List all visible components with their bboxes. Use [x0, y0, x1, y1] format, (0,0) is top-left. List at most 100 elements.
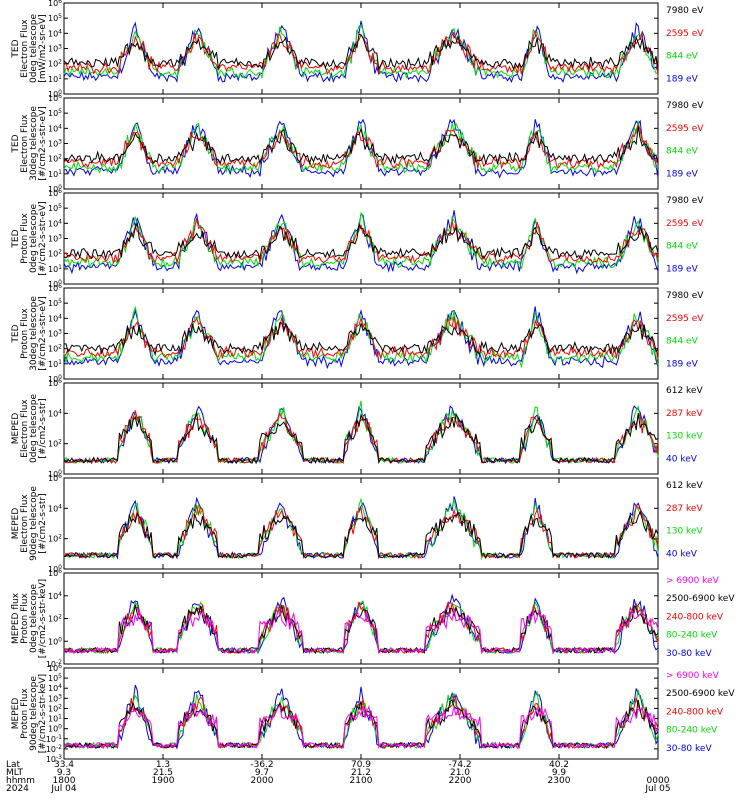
- flux-trace: [63, 212, 659, 270]
- y-tick-label: 102: [48, 154, 62, 164]
- legend-entry: 189 eV: [666, 264, 699, 274]
- y-tick-label: 102: [48, 534, 62, 544]
- y-tick-label: 104: [48, 28, 62, 38]
- y-tick-label: 100: [48, 469, 62, 479]
- plot-frame: [63, 287, 659, 380]
- y-tick-label: 100: [48, 89, 62, 99]
- panel-ylabel: MEPEDElectron Flux90deg telescope[#/cm2-…: [11, 486, 48, 561]
- y-tick-label: 106: [48, 93, 62, 103]
- flux-trace: [63, 123, 659, 170]
- legend-entry: 130 keV: [666, 527, 703, 537]
- x-tick-label: -74.2: [448, 760, 471, 770]
- y-tick-label: 100: [48, 374, 62, 384]
- x-tick-label: 70.9: [351, 760, 371, 770]
- flux-trace: [63, 33, 659, 71]
- flux-trace: [63, 305, 659, 369]
- ephemeris-row-label: MLT: [6, 768, 24, 778]
- flux-trace: [63, 126, 659, 166]
- y-tick-label: 104: [48, 123, 62, 133]
- y-tick-label: 101: [48, 169, 62, 179]
- flux-trace: [63, 604, 659, 655]
- legend-entry: 844 eV: [666, 147, 699, 157]
- flux-trace: [63, 217, 659, 265]
- y-tick-label: 10-1: [46, 734, 62, 744]
- legend-entry: 30-80 keV: [666, 649, 712, 659]
- panel-ylabel: TEDProton Flux30deg telescope[#/cm2-s-st…: [11, 296, 48, 371]
- ephemeris-row-label: 2024: [6, 784, 29, 794]
- y-tick-label: 101: [48, 714, 62, 724]
- legend-entry: 40 keV: [666, 549, 698, 559]
- legend-entry: 189 eV: [666, 74, 699, 84]
- legend-entry: 2595 eV: [666, 219, 704, 229]
- flux-trace: [63, 29, 659, 77]
- legend-entry: 2595 eV: [666, 124, 704, 134]
- legend-entry: > 6900 keV: [666, 576, 720, 586]
- y-tick-label: 105: [48, 298, 62, 308]
- legend-entry: 80-240 keV: [666, 726, 718, 736]
- flux-trace: [63, 608, 659, 655]
- y-tick-label: 100: [48, 636, 62, 646]
- y-tick-label: 104: [48, 218, 62, 228]
- y-tick-label: 106: [48, 0, 62, 8]
- y-tick-label: 10-2: [46, 659, 62, 669]
- panel-ylabel: MEPEDProton Flux90deg telescope[#/cm2-s-…: [11, 674, 48, 753]
- legend-entry: 612 keV: [666, 481, 703, 491]
- x-tick-label: 9.9: [552, 768, 567, 778]
- y-tick-label: 105: [48, 203, 62, 213]
- legend-entry: 7980 eV: [666, 291, 704, 301]
- y-tick-label: 10-2: [46, 744, 62, 754]
- flux-trace: [63, 504, 659, 560]
- x-tick-label: 2200: [449, 776, 472, 786]
- y-tick-label: 102: [48, 344, 62, 354]
- flux-trace: [63, 24, 659, 80]
- legend-entry: 844 eV: [666, 337, 699, 347]
- flux-trace: [63, 210, 659, 275]
- x-tick-label: 2000: [251, 776, 274, 786]
- y-tick-label: 102: [48, 439, 62, 449]
- x-tick-label: 21.5: [153, 768, 173, 778]
- ephemeris-row-label: Lat: [6, 760, 21, 770]
- x-tick-label: 9.3: [57, 768, 71, 778]
- x-tick-label: 1900: [152, 776, 175, 786]
- x-tick-label: 2300: [548, 776, 571, 786]
- legend-entry: 2595 eV: [666, 29, 704, 39]
- flux-trace: [63, 496, 659, 560]
- x-tick-label: 9.7: [255, 768, 269, 778]
- x-tick-label: 1.3: [156, 760, 170, 770]
- y-tick-label: 106: [48, 568, 62, 578]
- y-tick-label: 105: [48, 673, 62, 683]
- y-tick-label: 100: [48, 279, 62, 289]
- legend-entry: 30-80 keV: [666, 744, 712, 754]
- x-tick-label: 33.4: [54, 760, 74, 770]
- panel-ylabel: TEDElectron Flux30deg telescope[#/cm2-s-…: [11, 106, 48, 181]
- y-tick-label: 104: [48, 683, 62, 693]
- y-tick-label: 103: [48, 693, 62, 703]
- y-tick-label: 102: [48, 614, 62, 624]
- x-tick-label: 0000: [647, 776, 670, 786]
- y-tick-label: 100: [48, 564, 62, 574]
- y-tick-label: 10-3: [46, 754, 62, 764]
- flux-trace: [64, 322, 659, 357]
- panel-ylabel: TEDProton Flux0deg telescope[#/cm2-s-str…: [11, 201, 48, 276]
- y-tick-label: 106: [48, 283, 62, 293]
- x-tick-label: 1800: [53, 776, 76, 786]
- legend-entry: 189 eV: [666, 169, 699, 179]
- y-tick-label: 106: [48, 473, 62, 483]
- flux-trace: [63, 703, 659, 750]
- x-tick-label: 21.0: [450, 768, 470, 778]
- y-tick-label: 103: [48, 139, 62, 149]
- y-tick-label: 106: [48, 378, 62, 388]
- ephemeris-row-label: hhmm: [6, 776, 35, 786]
- legend-entry: 287 keV: [666, 409, 703, 419]
